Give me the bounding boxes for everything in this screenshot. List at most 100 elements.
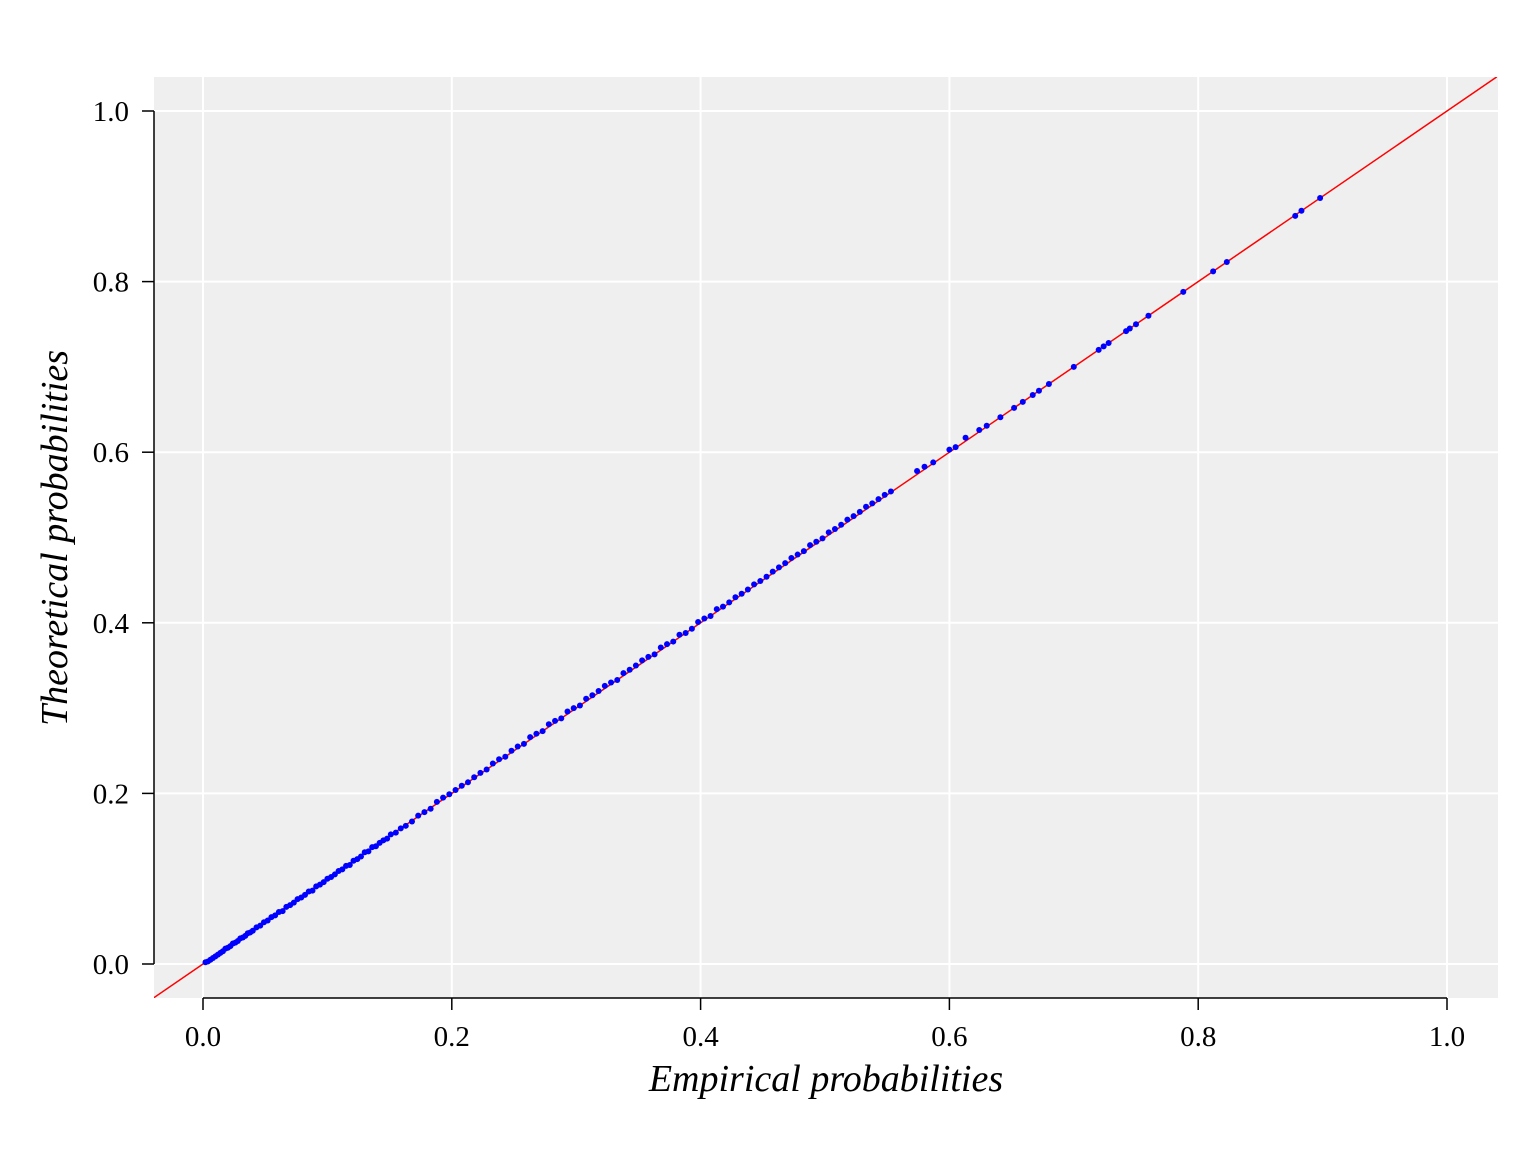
data-point-140 — [930, 459, 937, 466]
data-point-91 — [601, 682, 608, 689]
x-tick-label-2: 0.4 — [682, 1021, 719, 1053]
data-point-120 — [782, 560, 789, 567]
data-point-134 — [869, 500, 876, 507]
data-point-112 — [732, 594, 739, 601]
data-point-93 — [614, 676, 621, 683]
data-point-55 — [384, 835, 391, 842]
data-point-89 — [589, 692, 596, 699]
data-point-76 — [508, 747, 515, 754]
data-point-101 — [664, 641, 671, 648]
data-point-118 — [769, 568, 776, 575]
data-point-117 — [763, 573, 770, 580]
data-point-74 — [496, 756, 503, 763]
data-point-99 — [651, 651, 658, 658]
grid-lines — [154, 77, 1498, 998]
data-point-135 — [875, 496, 882, 503]
data-points — [202, 195, 1324, 966]
data-point-69 — [464, 779, 471, 786]
data-point-97 — [639, 657, 646, 664]
y-tick-label-2: 0.4 — [93, 608, 130, 640]
data-point-50 — [365, 848, 372, 855]
data-point-102 — [670, 638, 677, 645]
data-point-160 — [1180, 288, 1187, 295]
data-point-158 — [1133, 321, 1139, 328]
data-point-80 — [533, 730, 540, 737]
data-point-126 — [819, 535, 826, 542]
data-point-79 — [527, 734, 534, 741]
data-point-59 — [402, 822, 409, 829]
data-point-65 — [440, 794, 447, 801]
data-point-67 — [452, 786, 459, 793]
data-point-129 — [838, 521, 845, 528]
data-point-48 — [357, 853, 364, 860]
x-tick-label-4: 0.8 — [1180, 1021, 1216, 1053]
data-point-131 — [850, 513, 857, 520]
data-point-116 — [757, 578, 764, 585]
data-point-149 — [1029, 392, 1036, 399]
data-point-98 — [645, 653, 652, 660]
data-point-119 — [775, 564, 782, 571]
data-point-82 — [545, 721, 552, 728]
data-point-81 — [539, 728, 546, 735]
data-point-132 — [856, 508, 863, 515]
data-point-83 — [552, 717, 559, 724]
data-point-164 — [1298, 207, 1305, 214]
data-point-105 — [688, 625, 695, 632]
data-point-61 — [415, 812, 422, 819]
data-point-96 — [632, 662, 639, 669]
data-point-62 — [421, 809, 428, 816]
data-point-122 — [794, 551, 801, 558]
data-point-95 — [626, 666, 633, 673]
data-point-121 — [788, 554, 795, 561]
axes: 0.0 0.2 0.4 0.6 0.8 1.0 0.0 0.2 0.4 0.6 0.8 1.0 — [93, 96, 1465, 1053]
data-point-138 — [914, 467, 921, 474]
data-point-87 — [576, 702, 583, 709]
data-point-60 — [408, 818, 415, 825]
data-point-113 — [738, 590, 745, 597]
data-point-35 — [309, 887, 316, 894]
data-point-77 — [514, 743, 521, 750]
data-point-103 — [676, 631, 683, 638]
data-point-100 — [657, 644, 664, 651]
y-tick-label-4: 0.8 — [93, 267, 129, 299]
data-point-63 — [427, 805, 434, 812]
data-point-165 — [1317, 195, 1324, 202]
data-point-45 — [346, 862, 353, 869]
data-point-136 — [881, 491, 888, 498]
data-point-90 — [595, 688, 602, 695]
x-axis-title: Empirical probabilities — [648, 1058, 1003, 1100]
data-point-128 — [831, 525, 838, 532]
x-tick-label-5: 1.0 — [1429, 1021, 1465, 1053]
data-point-70 — [471, 774, 478, 781]
data-point-123 — [800, 548, 807, 555]
data-point-155 — [1105, 340, 1112, 347]
y-tick-label-3: 0.6 — [93, 437, 129, 469]
data-point-125 — [813, 538, 820, 545]
data-point-110 — [719, 603, 726, 610]
data-point-147 — [1011, 404, 1018, 411]
data-point-159 — [1145, 312, 1152, 319]
data-point-88 — [583, 695, 590, 702]
data-point-124 — [807, 542, 814, 549]
data-point-151 — [1045, 380, 1052, 387]
data-point-107 — [701, 615, 708, 622]
data-point-86 — [570, 705, 577, 712]
data-point-64 — [433, 798, 440, 805]
data-point-106 — [695, 618, 702, 625]
data-point-154 — [1100, 343, 1107, 350]
data-point-68 — [458, 782, 465, 789]
data-point-130 — [844, 516, 851, 523]
data-point-148 — [1019, 398, 1026, 405]
x-tick-label-1: 0.2 — [434, 1021, 470, 1053]
data-point-137 — [887, 488, 894, 495]
data-point-152 — [1070, 363, 1077, 370]
data-point-146 — [997, 414, 1004, 421]
data-point-133 — [863, 503, 870, 510]
data-point-162 — [1223, 258, 1230, 265]
data-point-85 — [564, 708, 571, 715]
data-point-92 — [608, 679, 615, 686]
data-point-157 — [1126, 325, 1133, 332]
data-point-114 — [744, 586, 751, 593]
data-point-58 — [397, 825, 404, 832]
